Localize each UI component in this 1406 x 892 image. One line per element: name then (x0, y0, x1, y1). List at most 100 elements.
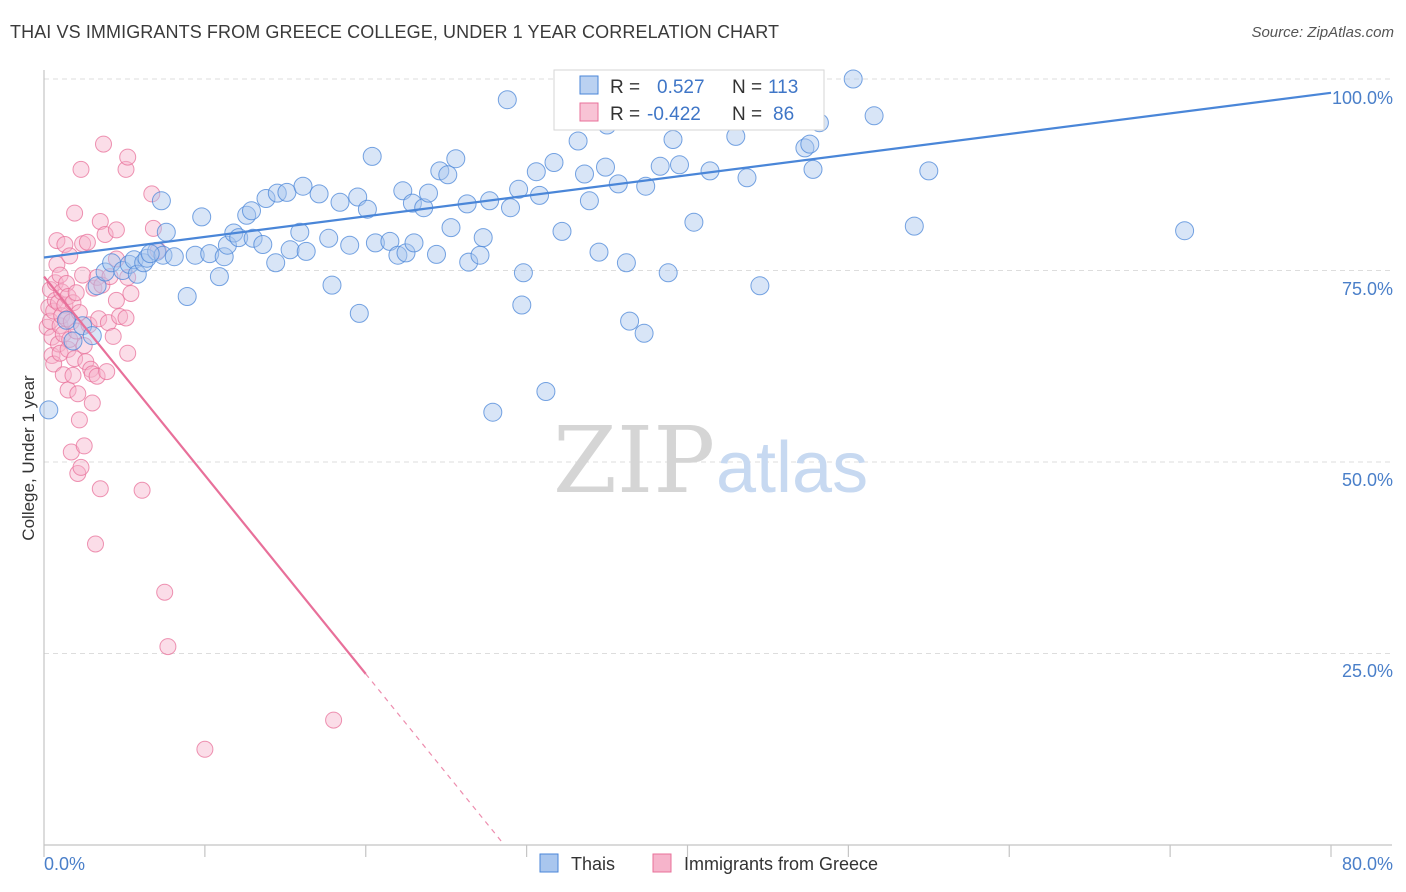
thais-point-84 (596, 157, 615, 177)
series-immigrants-from-greece-points (38, 135, 343, 758)
thais-point-89 (634, 323, 654, 343)
trend-lines (43, 91, 1332, 844)
series-thais-points (39, 69, 1195, 422)
thais-point-100 (750, 276, 770, 296)
greece-point-57 (88, 367, 106, 385)
thais-point-55 (402, 193, 422, 213)
thais-point-44 (330, 192, 350, 212)
thais-point-69 (483, 402, 503, 422)
thais-point-50 (362, 146, 382, 166)
thais-point-35 (267, 183, 287, 203)
thais-point-93 (663, 130, 683, 149)
greece-point-75 (117, 309, 135, 327)
thais-point-45 (340, 235, 360, 255)
thais-point-74 (513, 263, 533, 283)
thais-point-38 (290, 222, 310, 242)
thais-point-66 (470, 245, 490, 265)
thais-trend-line (43, 91, 1332, 259)
thais-point-71 (501, 198, 520, 218)
thais-point-31 (243, 228, 263, 248)
x-tick-label-min: 0.0% (44, 854, 85, 874)
thais-point-62 (441, 218, 461, 238)
thais-point-19 (151, 191, 171, 211)
thais-point-106 (864, 106, 884, 126)
thais-point-81 (575, 164, 594, 184)
legend-swatch-thais[interactable] (539, 853, 559, 873)
thais-point-25 (214, 247, 234, 267)
thais-point-34 (266, 253, 286, 273)
thais-point-59 (427, 244, 446, 264)
greece-trend-line (43, 275, 367, 675)
greece-point-43 (72, 458, 90, 476)
thais-point-67 (473, 228, 493, 248)
thais-point-61 (438, 165, 458, 185)
stats-n-value-thais: 113 (768, 77, 798, 98)
legend: Thais Immigrants from Greece (539, 853, 878, 874)
y-tick-label-25: 25.0% (1342, 661, 1393, 681)
stats-n-value-greece: 86 (773, 104, 794, 125)
thais-point-0 (39, 400, 59, 420)
greece-point-74 (119, 344, 137, 362)
stats-r-value-greece: -0.422 (647, 104, 701, 125)
thais-point-32 (253, 235, 273, 254)
greece-point-38 (69, 385, 87, 403)
thais-point-36 (277, 182, 297, 202)
thais-point-108 (919, 161, 939, 181)
thais-point-102 (800, 134, 820, 154)
thais-point-43 (322, 275, 342, 295)
watermark-zip: ZIP (553, 407, 715, 514)
greece-point-22 (56, 236, 74, 253)
thais-point-20 (177, 287, 197, 306)
thais-point-78 (544, 153, 564, 172)
thais-point-33 (256, 189, 276, 208)
thais-point-47 (349, 303, 369, 323)
stats-r-label-greece: R = (610, 104, 640, 125)
thais-point-30 (242, 201, 261, 221)
thais-point-95 (684, 212, 704, 232)
greece-point-72 (122, 285, 140, 302)
thais-point-41 (309, 184, 329, 204)
thais-point-23 (200, 244, 220, 264)
greece-point-7 (45, 302, 63, 320)
thais-point-42 (319, 228, 339, 248)
thais-point-52 (388, 245, 408, 265)
thais-point-26 (217, 235, 237, 255)
greece-point-35 (66, 350, 84, 368)
thais-point-72 (509, 179, 529, 199)
legend-swatch-greece[interactable] (652, 853, 672, 873)
greece-point-46 (75, 437, 93, 455)
x-tick-label-max: 80.0% (1342, 854, 1393, 874)
thais-point-11 (127, 264, 147, 284)
y-tick-label-50: 50.0% (1342, 470, 1393, 490)
greece-point-6 (45, 355, 63, 373)
thais-point-83 (589, 242, 609, 262)
greece-point-85 (325, 711, 343, 729)
stats-swatch-thais (579, 75, 599, 95)
greece-point-64 (98, 363, 116, 381)
greece-trend-line-extension (365, 673, 503, 844)
greece-point-42 (72, 160, 90, 178)
legend-label-greece[interactable]: Immigrants from Greece (684, 854, 878, 874)
legend-label-thais[interactable]: Thais (571, 854, 615, 874)
greece-point-10 (48, 232, 66, 250)
y-tick-label-100: 100.0% (1332, 88, 1393, 108)
stats-n-label-greece: N = (732, 104, 762, 125)
thais-point-109 (1175, 221, 1195, 241)
thais-point-22 (192, 207, 212, 227)
y-tick-label-75: 75.0% (1342, 279, 1393, 299)
thais-point-58 (419, 183, 438, 203)
greece-point-78 (133, 481, 151, 499)
greece-point-45 (74, 266, 92, 284)
thais-point-18 (164, 247, 184, 267)
thais-point-16 (140, 244, 160, 264)
greece-point-55 (87, 535, 104, 553)
thais-point-80 (568, 131, 588, 151)
y-axis-title: College, Under 1 year (19, 375, 38, 541)
greece-point-68 (107, 291, 125, 309)
thais-point-24 (209, 267, 229, 287)
stats-r-label-thais: R = (610, 77, 640, 98)
thais-point-40 (293, 176, 313, 196)
thais-point-65 (459, 252, 479, 272)
thais-point-70 (497, 90, 517, 110)
